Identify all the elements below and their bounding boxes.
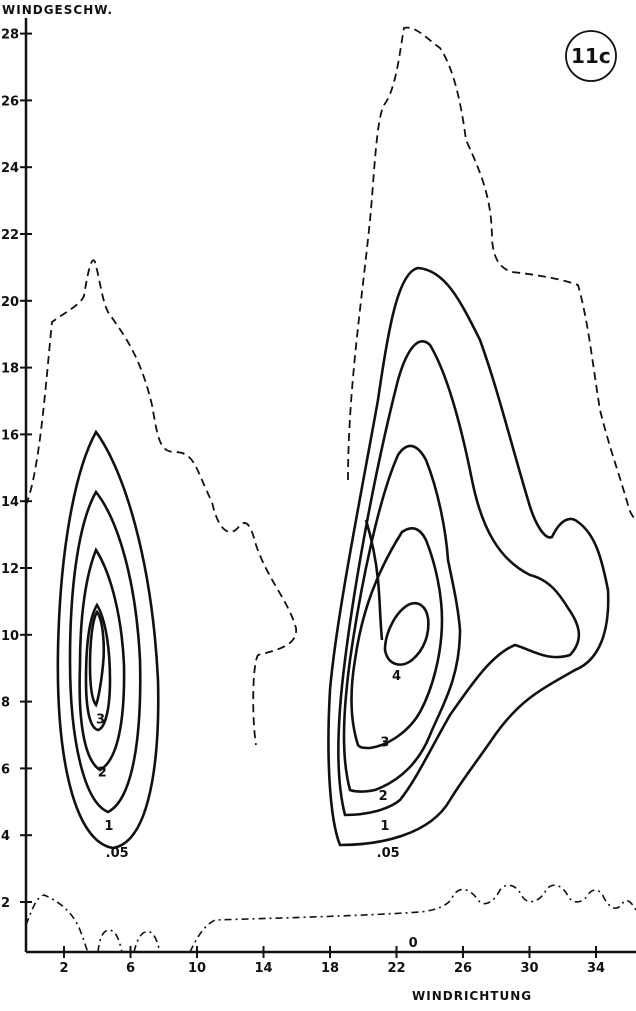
y-tick-label: 20 [1,295,19,310]
figure-label-circle [565,30,617,82]
contour-value-label: 2 [98,766,107,781]
x-tick-label: 22 [387,961,405,976]
y-tick-label: 26 [1,94,19,109]
y-tick-label: 6 [1,762,10,777]
contour-value-label: 1 [104,819,113,834]
x-tick-label: 30 [520,961,538,976]
y-tick-label: 2 [1,896,10,911]
contour-value-label: 2 [379,789,388,804]
contour-value-label: .05 [106,846,129,861]
contour-value-label: 4 [392,669,401,684]
y-tick-label: 16 [1,428,19,443]
y-tick-label: 22 [1,228,19,243]
contour-0-bottom [25,884,636,953]
contour-value-label: 3 [380,736,389,751]
contour-05-left [56,429,160,850]
y-axis-title: WINDGESCHW. [2,3,113,17]
contour-1-left [68,489,142,814]
y-tick-label: 12 [1,562,19,577]
contour-1-right [336,340,581,817]
contour-2-left [78,547,126,772]
y-tick-label: 28 [1,28,19,43]
inner-contour-ridge-right [364,519,384,641]
x-tick-label: 34 [587,961,605,976]
x-tick-label: 26 [454,961,472,976]
y-tick-label: 24 [1,161,19,176]
figure-label: 11c [571,44,611,68]
y-tick-label: 18 [1,362,19,377]
x-tick-label: 14 [254,961,272,976]
x-tick-label: 2 [59,961,68,976]
contour-0-right-cluster [347,26,636,521]
contour-05-right [327,266,610,847]
x-tick-label: 6 [126,961,135,976]
contour-3-right [350,526,444,750]
contour-3-left [84,602,112,732]
x-tick-label: 18 [321,961,339,976]
contour-value-label: 3 [96,712,105,727]
y-tick-label: 8 [1,696,10,711]
contour-0-left-cluster [25,259,297,746]
y-tick-label: 10 [1,629,19,644]
contour-value-label: 0 [409,936,418,951]
contour-4-left [88,609,106,708]
contour-2-right [342,444,462,793]
contour-value-label: .05 [377,846,400,861]
x-axis-title: WINDRICHTUNG [412,989,532,1003]
contour-label-layer: .05 1 2 3 .05 1 2 3 4 0 [96,669,418,951]
x-tick-label: 10 [188,961,206,976]
contour-4-right [383,601,430,666]
y-tick-label: 14 [1,495,19,510]
y-tick-label: 4 [1,829,10,844]
contour-value-label: 1 [380,819,389,834]
